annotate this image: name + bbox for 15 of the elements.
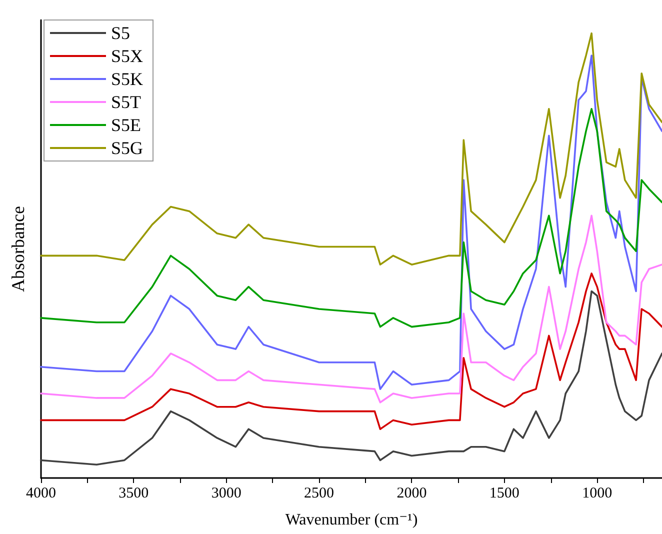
y-axis-title: Absorbance bbox=[8, 206, 28, 292]
legend-label: S5K bbox=[111, 69, 144, 89]
x-tick-label: 2000 bbox=[396, 486, 427, 502]
x-tick-label: 1500 bbox=[489, 486, 520, 502]
legend-label: S5G bbox=[111, 138, 144, 158]
legend-label: S5E bbox=[111, 115, 142, 135]
x-tick-label: 1000 bbox=[582, 486, 612, 502]
x-tick-label: 2500 bbox=[304, 486, 334, 502]
x-tick-label: 4000 bbox=[26, 486, 56, 502]
legend-label: S5T bbox=[111, 92, 142, 112]
x-axis-title: Wavenumber (cm⁻¹) bbox=[285, 512, 418, 528]
legend-label: S5 bbox=[111, 23, 130, 43]
legend-label: S5X bbox=[111, 46, 144, 66]
x-tick-label: 3500 bbox=[118, 486, 149, 502]
x-tick-label: 3000 bbox=[211, 486, 242, 502]
